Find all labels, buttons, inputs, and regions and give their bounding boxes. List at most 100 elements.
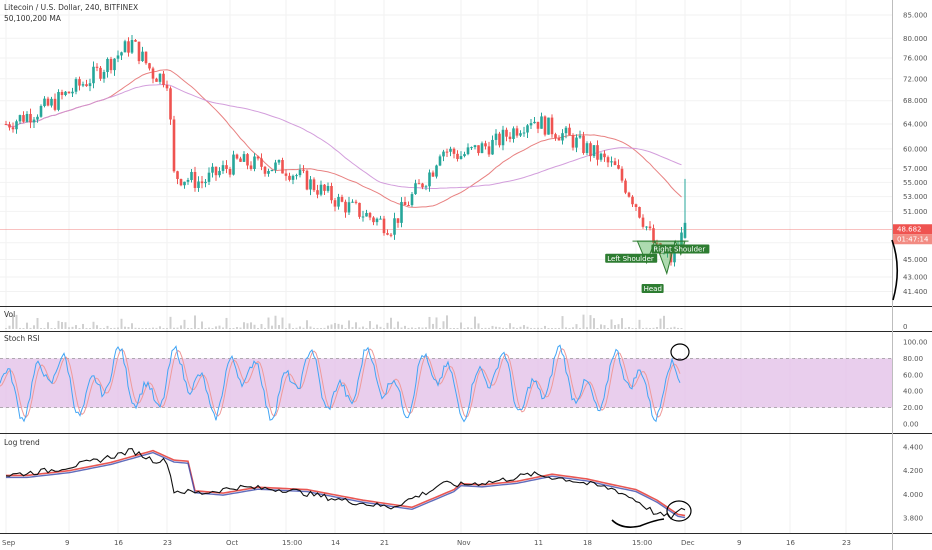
candle-body — [459, 156, 463, 159]
volume-bar — [365, 327, 368, 329]
volume-bar — [362, 326, 364, 329]
volume-bar — [390, 317, 392, 329]
time-tick-label: 15:00 — [632, 539, 652, 547]
volume-bar — [243, 322, 245, 329]
candle-body — [396, 218, 400, 223]
candle-body — [102, 72, 106, 79]
candle-body — [505, 129, 508, 137]
volume-bar — [551, 328, 553, 329]
volume-bar — [299, 326, 301, 329]
right-shoulder-label-bg — [651, 244, 710, 254]
volume-bar — [544, 325, 546, 329]
volume-bar — [274, 315, 277, 329]
candle-body — [641, 217, 645, 227]
volume-bar — [526, 326, 529, 329]
candle-body — [648, 226, 652, 229]
volume-bar — [96, 325, 98, 329]
volume-bar — [495, 326, 497, 329]
candle-body — [498, 133, 501, 146]
candle-body — [85, 84, 88, 87]
candle-body — [249, 165, 253, 169]
volume-bar — [537, 327, 539, 329]
candle-body — [400, 201, 403, 223]
candle-body — [561, 133, 564, 141]
candle-body — [46, 98, 50, 106]
volume-bar — [103, 327, 105, 329]
volume-bar — [99, 328, 102, 329]
volume-bar — [313, 327, 315, 329]
volume-bar — [624, 327, 627, 329]
volume-bar — [677, 327, 679, 329]
volume-bar — [656, 327, 658, 329]
candle-body — [494, 133, 498, 140]
volume-bar — [316, 327, 319, 329]
candle-body — [428, 172, 431, 187]
logtrend-pane-title: Log trend — [4, 438, 40, 447]
candle-body — [326, 185, 330, 191]
candle-body — [638, 206, 641, 218]
volume-bar — [600, 324, 602, 329]
volume-bar — [407, 327, 410, 329]
candle-body — [480, 143, 484, 154]
candle-body — [172, 119, 176, 172]
volume-bar — [369, 321, 371, 329]
volume-bar — [372, 327, 375, 329]
volume-bar — [285, 327, 287, 329]
candle-body — [11, 127, 15, 130]
candle-body — [508, 136, 512, 139]
candle-body — [410, 194, 414, 206]
stoch-circle-mark — [670, 343, 690, 361]
volume-bar — [439, 327, 441, 329]
candle-body — [568, 127, 571, 136]
volume-bar — [554, 327, 557, 329]
candle-body — [550, 117, 554, 135]
time-tick-label: 21 — [380, 539, 389, 547]
candle-body — [582, 135, 585, 154]
candle-body — [295, 175, 298, 177]
candle-body — [634, 204, 638, 207]
volume-bar — [264, 327, 266, 329]
volume-bar — [575, 324, 578, 329]
left-shoulder-label: Left Shoulder — [607, 255, 654, 263]
candle-body — [596, 145, 599, 160]
candle-body — [53, 98, 57, 110]
volume-bar — [579, 327, 581, 329]
candle-body — [337, 196, 340, 207]
moving-averages — [0, 69, 892, 230]
volume-bar — [628, 326, 630, 329]
candle-body — [39, 106, 43, 117]
candle-body — [302, 169, 305, 171]
time-tick-label: 18 — [583, 539, 592, 547]
volume-bar — [337, 323, 340, 329]
candle-body — [519, 133, 522, 136]
volume-bar — [78, 327, 81, 329]
candle-body — [130, 40, 134, 53]
candle-body — [50, 98, 53, 106]
candle-body — [673, 246, 676, 263]
volume-bar — [152, 327, 154, 329]
volume-bar — [614, 325, 616, 329]
volume-bar — [414, 327, 417, 329]
price-tick-label: 41.400 — [903, 288, 928, 296]
volume-bar — [659, 318, 662, 329]
candle-body — [309, 179, 312, 190]
candle-body — [78, 79, 81, 86]
candle-body — [25, 113, 29, 122]
candle-body — [466, 147, 470, 155]
time-tick-label: 15:00 — [282, 539, 302, 547]
candle-body — [242, 154, 246, 162]
candle-body — [526, 125, 529, 133]
price-tick-label: 76.000 — [903, 54, 928, 62]
candle-body — [200, 181, 204, 184]
candle-body — [477, 145, 480, 154]
volume-bar — [267, 317, 270, 329]
volume-bar — [502, 327, 504, 329]
candle-body — [347, 202, 351, 213]
axis-bracket-mark — [891, 239, 899, 301]
volume-bar — [295, 327, 298, 329]
candle-body — [515, 128, 519, 136]
volume-bar — [666, 328, 669, 329]
volume-bars — [5, 314, 683, 329]
price-candles — [4, 35, 687, 267]
